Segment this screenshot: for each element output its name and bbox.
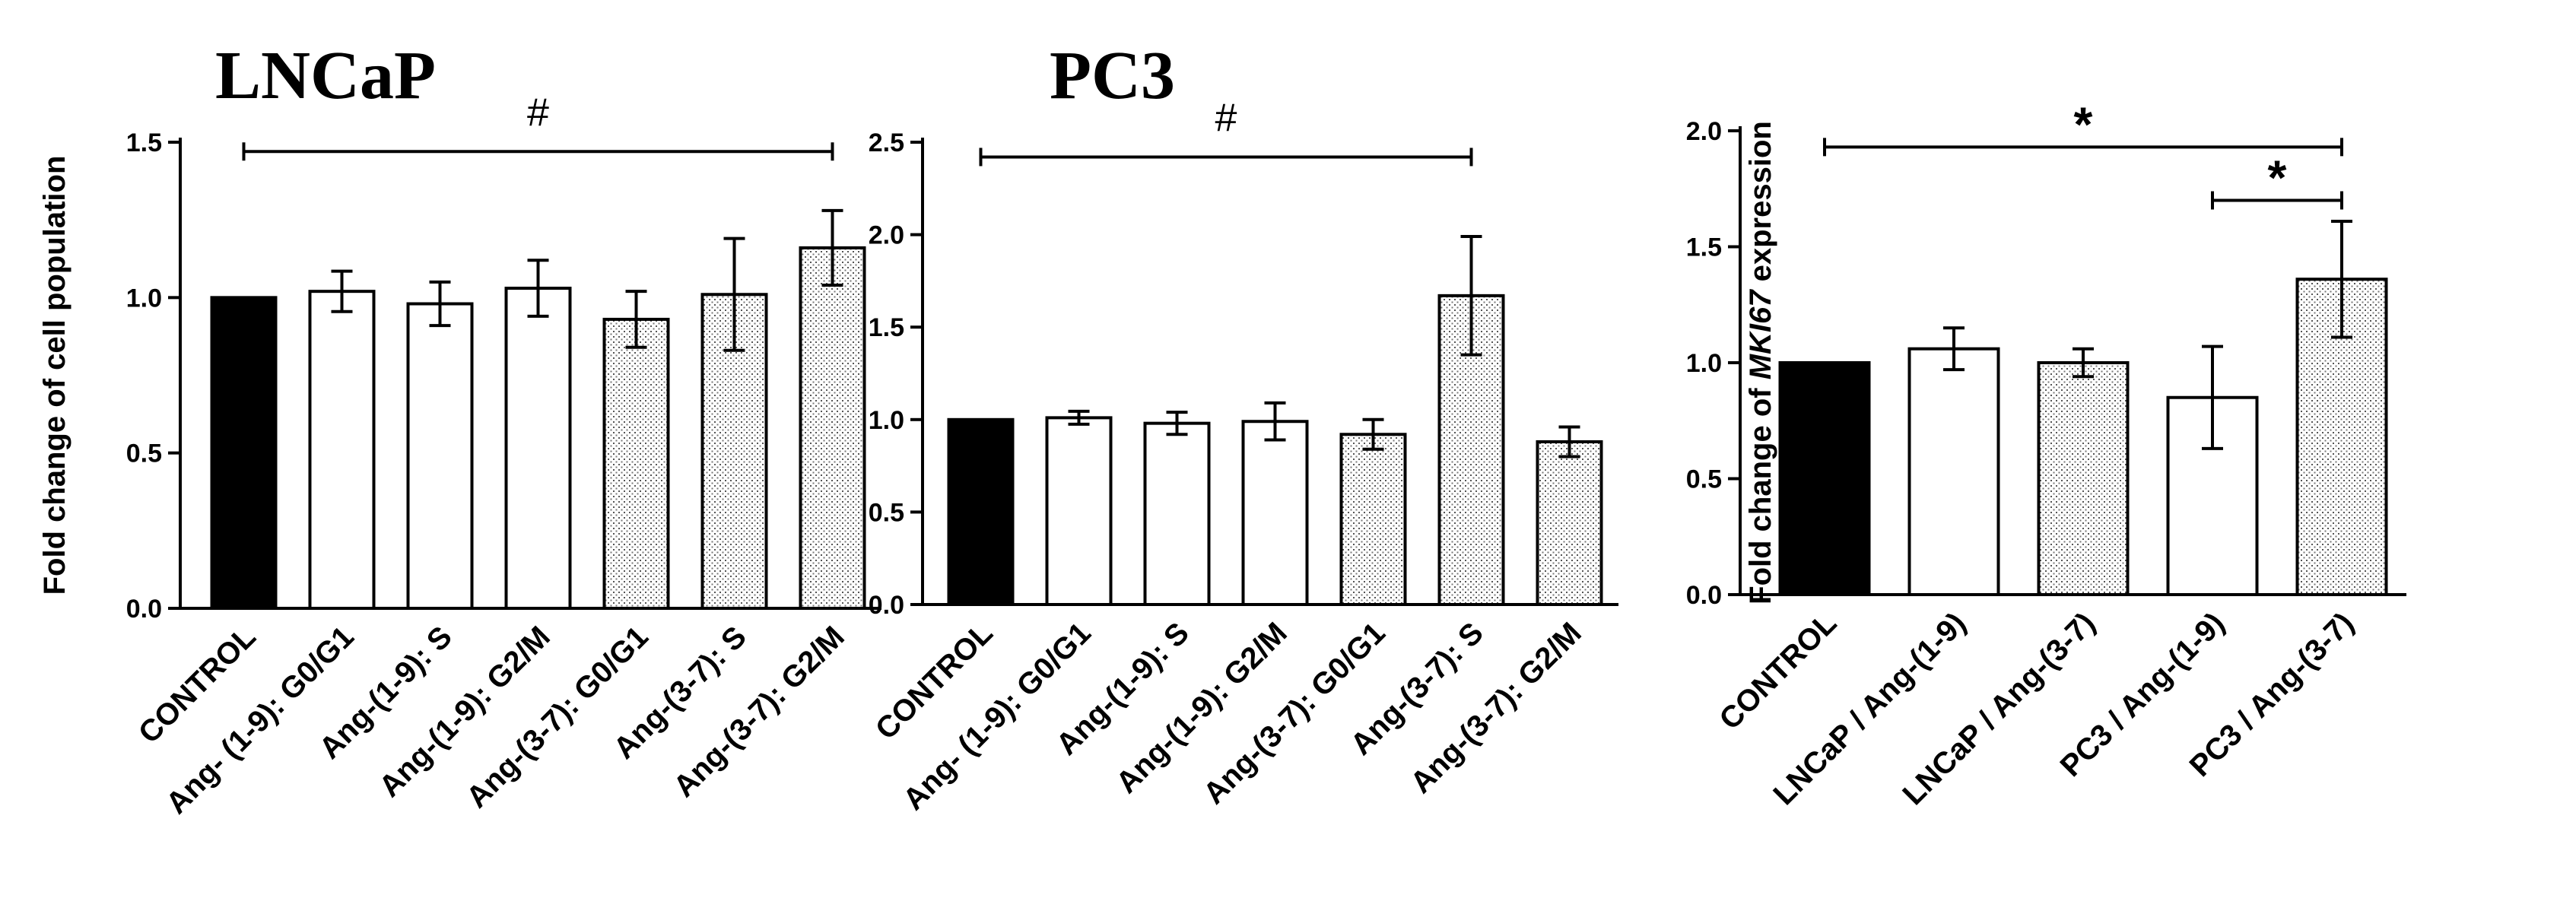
y-axis-label: Fold change of cell population xyxy=(38,156,71,595)
bar xyxy=(1045,416,1113,606)
bar xyxy=(2037,361,2130,596)
y-tick-label: 0.0 xyxy=(1686,581,1722,610)
y-tick-label: 0.5 xyxy=(126,440,162,468)
category-label: Ang-(3-7): G2/M xyxy=(667,620,851,804)
y-axis-label-part: MKI67 xyxy=(1744,289,1777,380)
y-tick-label: 2.0 xyxy=(1686,117,1722,146)
y-tick-label: 1.0 xyxy=(869,406,904,435)
category-label: Ang-(3-7): G0/G1 xyxy=(1197,616,1392,811)
bar xyxy=(1907,347,2000,596)
chart-pc3-title: PC3 xyxy=(1050,38,1175,113)
significance-label: * xyxy=(2074,97,2093,151)
y-tick-label: 2.0 xyxy=(869,221,904,250)
y-tick-label: 1.5 xyxy=(126,129,162,157)
y-tick-label: 0.0 xyxy=(126,595,162,624)
bar xyxy=(1241,420,1309,606)
significance-label: # xyxy=(527,90,549,135)
bar xyxy=(947,417,1015,606)
significance-label: * xyxy=(2268,151,2287,205)
category-label: Ang-(3-7): G0/G1 xyxy=(460,620,655,814)
y-tick-label: 1.0 xyxy=(1686,349,1722,378)
y-tick-label: 0.5 xyxy=(1686,465,1722,494)
chart-mki67-plot: 0.0 0.5 1.0 1.5 2.0 Fold change of MKI67 expr… xyxy=(1686,97,2406,811)
y-axis-label-part: expression xyxy=(1744,121,1777,290)
y-tick-label: 1.0 xyxy=(126,284,162,313)
bar xyxy=(1778,361,1871,596)
y-tick-label: 1.5 xyxy=(1686,233,1722,262)
bar xyxy=(406,302,474,610)
significance-label: # xyxy=(1215,96,1237,140)
category-label: Ang- (1-9): G0/G1 xyxy=(160,620,361,820)
y-tick-label: 0.5 xyxy=(869,498,904,527)
bar xyxy=(1143,421,1211,606)
bar xyxy=(1536,440,1603,607)
y-axis-label: Fold change of MKI67 expression xyxy=(1744,121,1777,605)
bar xyxy=(210,296,278,610)
bar xyxy=(308,290,376,610)
y-axis-label-part: Fold change of xyxy=(1744,379,1777,605)
bar xyxy=(1339,433,1407,606)
chart-lncap: LNCaP 0.0 0.5 1.0 1.5 Fold change of cell po… xyxy=(38,38,881,820)
y-tick-label: 0.0 xyxy=(869,591,904,620)
chart-lncap-plot: 0.0 0.5 1.0 1.5 Fold change of cell populati… xyxy=(38,90,881,820)
chart-lncap-title: LNCaP xyxy=(215,38,436,113)
category-label: CONTROL xyxy=(1713,606,1843,736)
category-label: Ang-(1-9): G2/M xyxy=(1110,616,1294,800)
y-tick-label: 2.5 xyxy=(869,129,904,157)
category-label: Ang-(1-9): G2/M xyxy=(373,620,557,804)
bar xyxy=(799,246,866,610)
bar xyxy=(602,317,670,610)
bar xyxy=(504,287,572,610)
category-label: Ang-(3-7): G2/M xyxy=(1404,616,1588,800)
y-tick-label: 1.5 xyxy=(869,313,904,342)
category-label: Ang- (1-9): G0/G1 xyxy=(897,616,1097,817)
chart-mki67: 0.0 0.5 1.0 1.5 2.0 Fold change of MKI67 expr… xyxy=(1686,97,2406,811)
